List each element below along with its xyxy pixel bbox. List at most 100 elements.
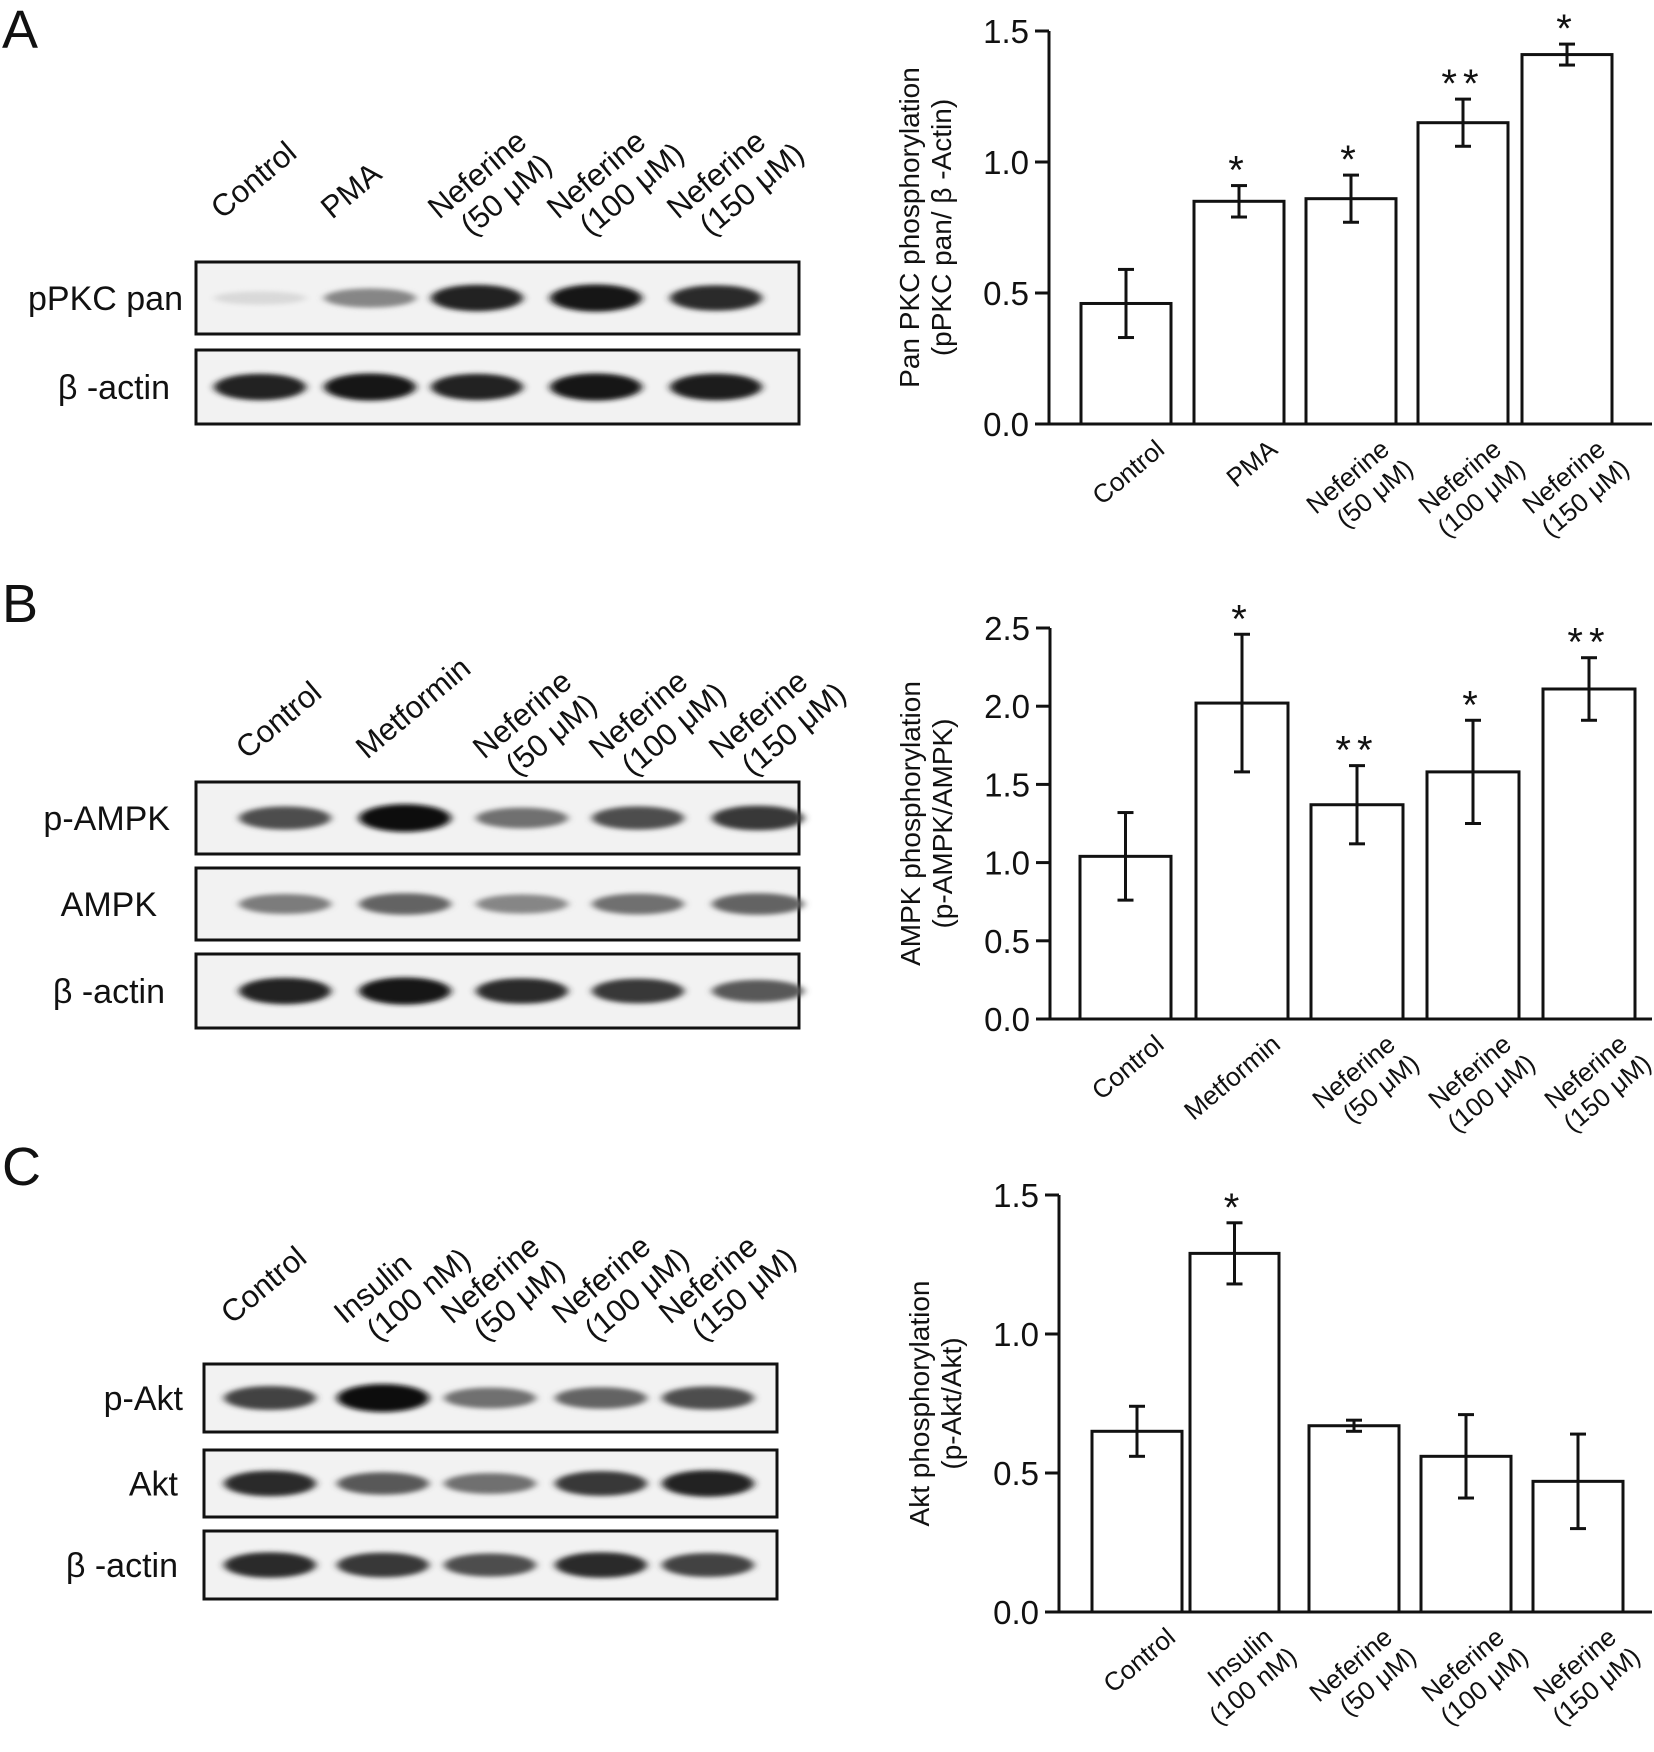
blot-band xyxy=(712,805,804,831)
lane-label: Neferine(100 μM) xyxy=(540,109,691,251)
lane-label: Neferine(150 μM) xyxy=(702,649,853,791)
blot-band xyxy=(239,977,331,1005)
significance-marker: * xyxy=(1340,138,1362,182)
significance-marker: * xyxy=(1462,683,1484,727)
panel-letter: B xyxy=(2,574,38,634)
blot-band xyxy=(324,373,416,401)
blot-band xyxy=(662,1386,754,1410)
x-tick-label: Neferine(50 μM) xyxy=(1300,430,1418,543)
blot-band xyxy=(444,1387,536,1409)
lane-label: Control xyxy=(214,1239,313,1330)
y-tick-label: 0.5 xyxy=(983,275,1029,312)
blot-band xyxy=(476,978,568,1004)
lane-label: Metformin xyxy=(349,650,477,765)
blot-band xyxy=(431,284,523,312)
blot-band xyxy=(662,1553,754,1577)
significance-marker: * xyxy=(1556,7,1578,51)
x-tick-label: Neferine(150 μM) xyxy=(1516,430,1635,543)
y-tick-label: 1.0 xyxy=(983,144,1029,181)
bar xyxy=(1188,1251,1281,1614)
bar xyxy=(1520,53,1614,426)
bar xyxy=(1416,121,1510,426)
x-tick-label: PMA xyxy=(1220,433,1283,493)
lane-label: Control xyxy=(204,134,303,225)
y-tick-label: 0.5 xyxy=(993,1455,1039,1492)
y-axis-label: AMPK phosphorylation(p-AMPK/AMPK) xyxy=(895,681,958,966)
bar-chart: 0.0 0.5 1.0 1.5 Akt phosphorylation(p-Akt/Ak… xyxy=(904,1177,1652,1731)
blot-band xyxy=(662,1470,754,1497)
blot-band xyxy=(476,894,568,914)
significance-marker: * xyxy=(1231,597,1253,641)
blot-band xyxy=(476,807,568,829)
y-tick-label: 0.0 xyxy=(984,1001,1030,1038)
bar xyxy=(1304,197,1398,426)
blot-band xyxy=(555,1471,647,1496)
x-tick-label: Neferine(150 μM) xyxy=(1538,1025,1654,1138)
y-tick-label: 1.5 xyxy=(984,766,1030,803)
blot-row: β -actin xyxy=(66,1529,779,1601)
lane-label: Neferine(150 μM) xyxy=(660,109,811,251)
x-tick-label: Neferine(100 μM) xyxy=(1422,1025,1541,1138)
blot-row-label: β -actin xyxy=(53,973,165,1011)
y-tick-label: 2.5 xyxy=(984,610,1030,647)
blot-band xyxy=(444,1473,536,1494)
significance-marker: ** xyxy=(1567,621,1610,665)
x-tick-label: Metformin xyxy=(1178,1029,1286,1126)
y-tick-label: 0.0 xyxy=(983,406,1029,443)
blot-row: β -actin xyxy=(53,952,804,1030)
blot-band xyxy=(337,1384,429,1412)
lane-label: Control xyxy=(229,674,328,765)
blot-band xyxy=(337,1552,429,1578)
significance-marker: * xyxy=(1228,149,1250,193)
blot-row-label: Akt xyxy=(129,1466,179,1504)
lane-label: Neferine(100 μM) xyxy=(582,649,733,791)
blot-band xyxy=(712,979,804,1003)
bar xyxy=(1307,1424,1401,1614)
blot-band xyxy=(592,893,684,915)
x-tick-label: Control xyxy=(1097,1622,1180,1699)
blot-row-label: AMPK xyxy=(61,886,158,924)
blot-band xyxy=(592,806,684,830)
x-tick-label: Control xyxy=(1086,434,1169,511)
blot-row-label: β -actin xyxy=(58,369,170,407)
blot-row: β -actin xyxy=(58,348,801,426)
blot-band xyxy=(555,1387,647,1409)
blot-band xyxy=(550,284,642,312)
lane-label: PMA xyxy=(314,155,388,225)
y-tick-label: 1.0 xyxy=(984,845,1030,882)
blot-row: AMPK xyxy=(61,866,804,942)
blot-band xyxy=(337,1472,429,1495)
bar-chart: 0.0 0.5 1.0 1.5 2.0 2.5 AMPK phosphorylation(p… xyxy=(895,597,1654,1138)
bar xyxy=(1090,1429,1184,1614)
blot-row: p-AMPK xyxy=(43,780,804,856)
blot-band xyxy=(359,804,451,832)
y-tick-label: 0.0 xyxy=(993,1594,1039,1631)
blot-row: p-Akt xyxy=(104,1362,779,1434)
western-blot: Control PMA Neferine(50 μM)Neferine(100 μM… xyxy=(28,109,811,426)
blot-band xyxy=(214,373,306,401)
blot-band xyxy=(224,1552,316,1578)
significance-marker: ** xyxy=(1335,729,1378,773)
y-tick-label: 1.5 xyxy=(993,1177,1039,1214)
blot-band xyxy=(670,373,762,401)
western-blot: Control Insulin(100 nM)Neferine(50 μM)Nef… xyxy=(66,1214,803,1601)
blot-band xyxy=(670,285,762,311)
blot-band xyxy=(359,893,451,915)
lane-label: Neferine(150 μM) xyxy=(652,1214,803,1356)
blot-band xyxy=(239,806,331,830)
bar-chart: 0.0 0.5 1.0 1.5 Pan PKC phosphorylation(pPKC… xyxy=(894,7,1652,543)
x-tick-label: Neferine(50 μM) xyxy=(1306,1025,1424,1138)
blot-band xyxy=(444,1553,536,1577)
y-axis-label: Akt phosphorylation(p-Akt/Akt) xyxy=(904,1281,967,1527)
blot-band xyxy=(431,373,523,401)
blot-band xyxy=(712,893,804,915)
significance-marker: * xyxy=(1224,1186,1246,1230)
blot-band xyxy=(592,978,684,1004)
blot-row: pPKC pan xyxy=(28,260,801,336)
blot-band xyxy=(224,1386,316,1410)
x-tick-label: Control xyxy=(1086,1029,1169,1106)
